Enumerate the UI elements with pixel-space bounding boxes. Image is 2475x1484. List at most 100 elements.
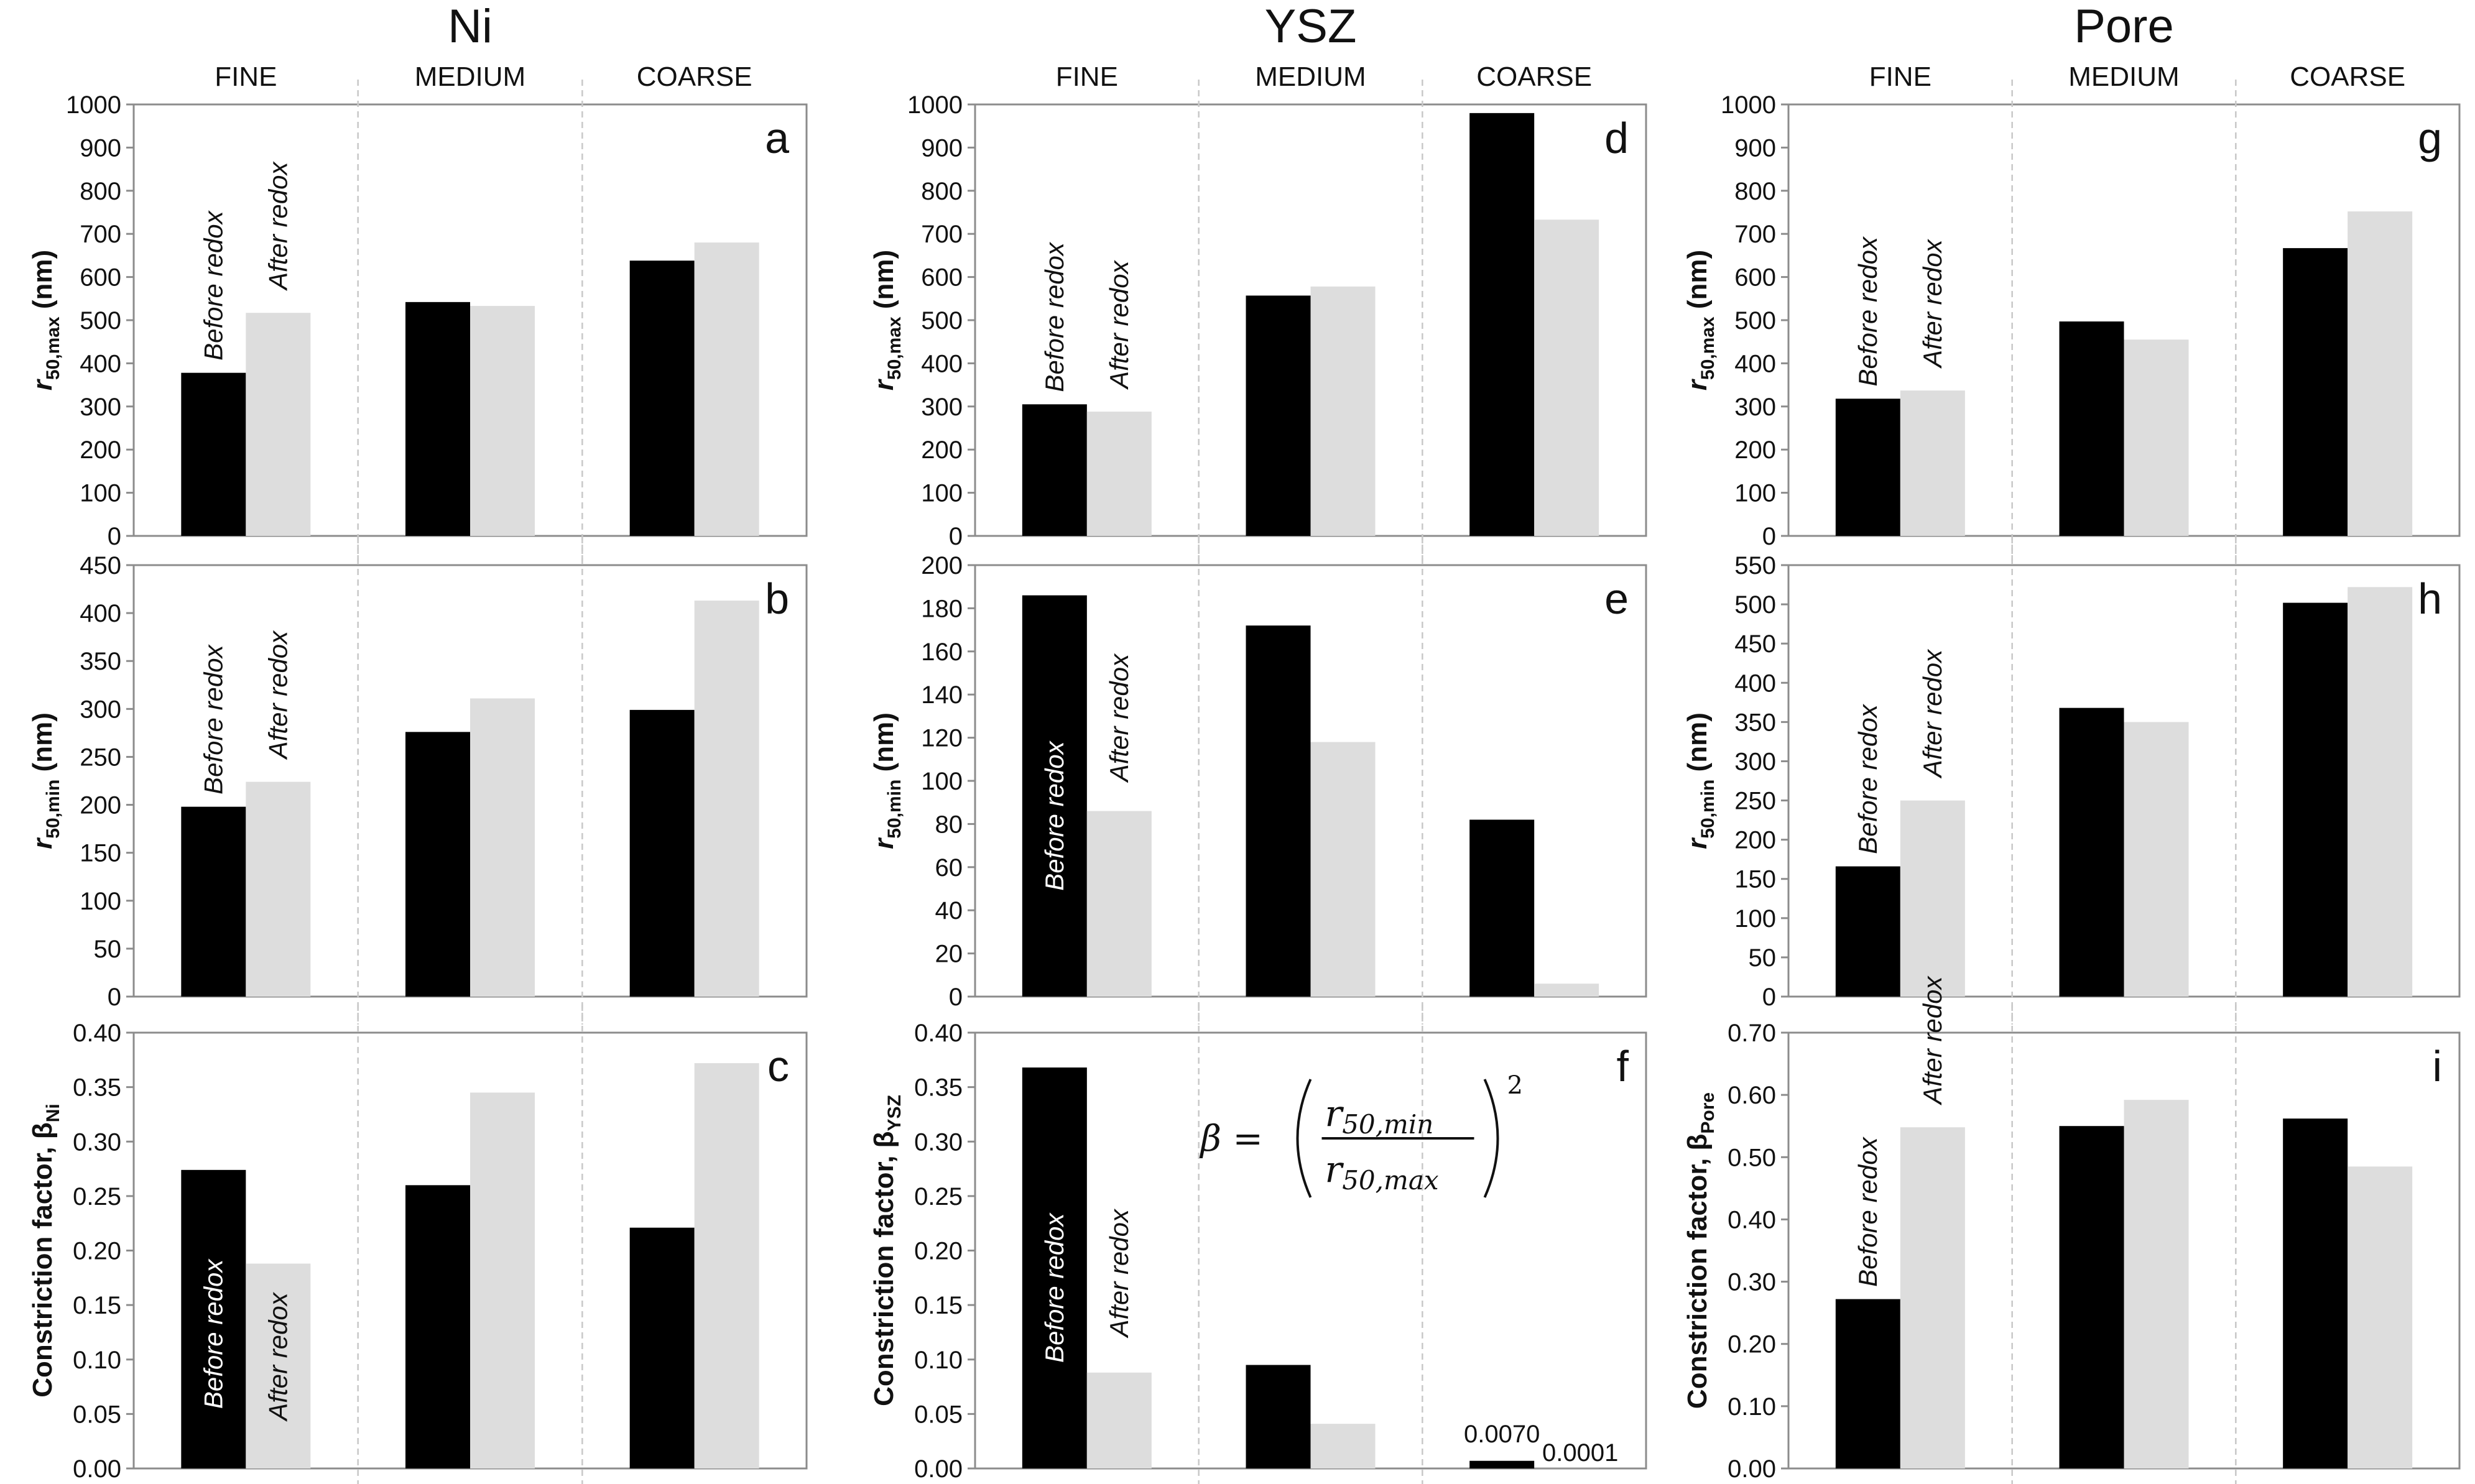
y-tick-label: 500	[80, 307, 121, 334]
bar-after-fine	[246, 1263, 311, 1468]
chart-panels: 01002003004005006007008009001000ar50,max…	[27, 80, 2461, 1484]
category-header-fine: FINE	[1056, 62, 1118, 92]
bar-before-fine	[1835, 866, 1900, 997]
column-title-pore: Pore	[2074, 0, 2174, 53]
panel-letter: g	[2418, 114, 2442, 162]
y-tick-label: 300	[1734, 748, 1776, 775]
y-tick-label: 0.35	[914, 1074, 963, 1102]
y-tick-label: 0.35	[73, 1074, 121, 1102]
y-tick-label: 0.10	[1728, 1393, 1776, 1421]
y-axis-label: r50,min (nm)	[1682, 712, 1718, 849]
y-tick-label: 0.50	[1728, 1144, 1776, 1171]
bar-after-medium	[2124, 1100, 2189, 1468]
y-axis-label-main: Constriction factor, β	[27, 1122, 58, 1397]
bar-after-fine	[1900, 390, 1965, 536]
value-label-before-coarse: 0.0070	[1464, 1421, 1540, 1448]
annotation-before-redox: Before redox	[1040, 241, 1069, 392]
y-axis-label-unit: (nm)	[869, 250, 899, 317]
y-tick-label: 80	[935, 811, 963, 838]
annotation-after-redox: After redox	[1918, 238, 1947, 369]
formula-denominator: r50,max	[1325, 1148, 1438, 1196]
y-tick-label: 500	[1734, 307, 1776, 334]
panel-letter: b	[765, 574, 789, 623]
y-axis-label-main: r	[27, 837, 58, 849]
annotation-before-redox: Before redox	[198, 210, 228, 360]
y-tick-label: 100	[921, 480, 963, 507]
y-axis-label: r50,max (nm)	[1682, 250, 1718, 390]
y-tick-label: 180	[921, 595, 963, 622]
panel-a: 0 100 200 300 400 500 600 700 800 900 1000 a r50,max…	[27, 80, 808, 564]
y-axis-label-sub: 50,min	[884, 780, 905, 839]
bar-before-fine	[1022, 1067, 1087, 1468]
bar-before-fine	[1835, 399, 1900, 536]
y-tick-label: 450	[1734, 630, 1776, 658]
y-tick-label: 0.40	[1728, 1206, 1776, 1233]
y-tick-label: 100	[80, 888, 121, 915]
annotation-after-redox: After redox	[1104, 1208, 1134, 1339]
bar-before-medium	[2059, 321, 2124, 536]
y-tick-label: 400	[80, 600, 121, 627]
y-axis-label: r50,max (nm)	[869, 250, 905, 390]
category-header-fine: FINE	[215, 62, 277, 92]
panel-b: 0 50 100 150 200 250 300 350 400 450 b r50,min (nm)…	[27, 537, 808, 1025]
category-header-coarse: COARSE	[1476, 62, 1592, 92]
y-tick-label: 0	[1762, 984, 1776, 1011]
y-tick-label: 0.00	[1728, 1455, 1776, 1483]
y-tick-label: 200	[921, 552, 963, 579]
formula-exponent: 2	[1507, 1071, 1522, 1100]
bar-before-coarse	[629, 709, 695, 997]
bar-before-fine	[1022, 595, 1087, 997]
y-axis-label-main: r	[1682, 837, 1713, 849]
bar-after-fine	[246, 313, 311, 536]
y-tick-label: 160	[921, 638, 963, 666]
y-tick-label: 60	[935, 854, 963, 882]
annotation-before-redox: Before redox	[1040, 1212, 1069, 1363]
y-tick-label: 0	[1762, 523, 1776, 550]
panel-letter: d	[1604, 114, 1629, 162]
bar-before-coarse	[2283, 1118, 2348, 1468]
bar-before-coarse	[1469, 1460, 1535, 1468]
y-tick-label: 140	[921, 681, 963, 709]
bar-before-fine	[1835, 1299, 1900, 1468]
annotation-after-redox: After redox	[1104, 653, 1134, 783]
panel-letter: h	[2418, 574, 2442, 623]
y-tick-label: 600	[921, 264, 963, 292]
y-tick-label: 0.00	[914, 1455, 963, 1483]
category-header-coarse: COARSE	[637, 62, 752, 92]
y-axis-label-main: r	[869, 837, 899, 849]
y-tick-label: 0.30	[73, 1128, 121, 1156]
panel-letter: i	[2432, 1042, 2442, 1090]
bar-after-fine	[1086, 1372, 1152, 1468]
bar-after-fine	[246, 781, 311, 997]
bar-after-coarse	[1534, 219, 1599, 536]
y-tick-label: 1000	[1721, 91, 1776, 119]
bar-before-medium	[1246, 295, 1311, 536]
bar-before-medium	[2059, 707, 2124, 997]
y-tick-label: 700	[921, 221, 963, 248]
y-tick-label: 450	[80, 552, 121, 579]
bar-after-medium	[1310, 742, 1376, 997]
bar-before-medium	[405, 1185, 470, 1468]
formula-numerator-sub: 50,min	[1342, 1109, 1433, 1140]
category-header-coarse: COARSE	[2290, 62, 2405, 92]
panel-c: 0.00 0.05 0.10 0.15 0.20 0.25 0.30 0.35 0.40 c Con…	[27, 1005, 808, 1484]
y-tick-label: 50	[94, 936, 122, 963]
formula-lhs: β =	[1199, 1117, 1263, 1159]
y-tick-label: 500	[921, 307, 963, 334]
y-tick-label: 0.05	[914, 1401, 963, 1428]
y-tick-label: 0.70	[1728, 1020, 1776, 1047]
y-tick-label: 1000	[66, 91, 121, 119]
y-tick-label: 350	[1734, 709, 1776, 736]
panel-f: 0.00 0.05 0.10 0.15 0.20 0.25 0.30 0.35 0.40 f Con…	[869, 1005, 1647, 1484]
y-tick-label: 0.10	[73, 1347, 121, 1374]
bar-after-coarse	[694, 1063, 759, 1468]
bar-before-medium	[2059, 1126, 2124, 1468]
y-axis-label-unit: (nm)	[27, 250, 58, 317]
y-tick-label: 100	[1734, 905, 1776, 933]
y-tick-label: 0.10	[914, 1347, 963, 1374]
y-tick-label: 0.40	[914, 1020, 963, 1047]
panel-d: 0 100 200 300 400 500 600 700 800 900 1000 d r50,max…	[869, 80, 1647, 564]
y-tick-label: 550	[1734, 552, 1776, 579]
